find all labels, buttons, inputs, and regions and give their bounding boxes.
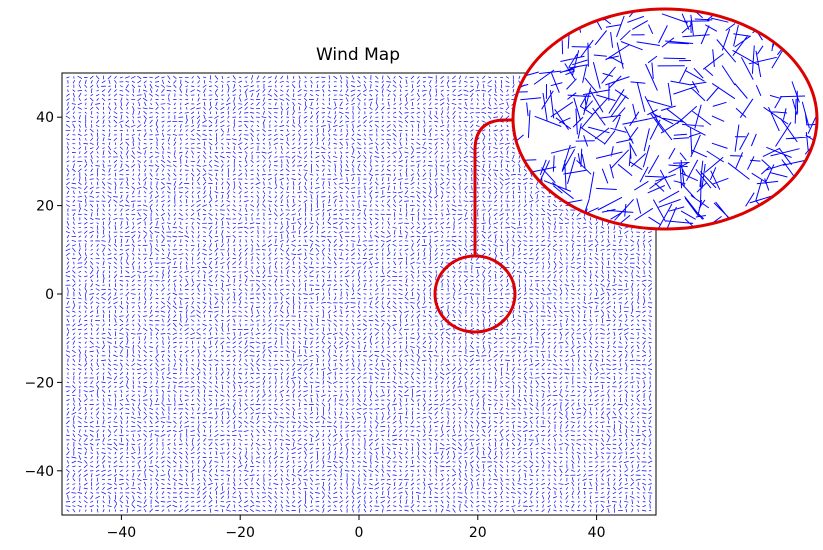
zoom-inset-vectors <box>513 9 817 229</box>
x-tick-label: −20 <box>225 525 255 541</box>
zoom-inset <box>511 7 819 231</box>
wind-vector-field <box>65 74 653 514</box>
y-tick-label: −40 <box>24 464 54 480</box>
y-tick-label: −20 <box>24 375 54 391</box>
x-tick-label: 20 <box>469 525 487 541</box>
y-tick-label: 20 <box>36 199 54 215</box>
y-tick-label: 40 <box>36 110 54 126</box>
wind-vectors <box>65 74 653 514</box>
zoom-inset-border <box>511 7 819 231</box>
chart-title: Wind Map <box>316 45 400 65</box>
zoomed-wind-vectors <box>513 9 817 229</box>
x-tick-label: −40 <box>107 525 137 541</box>
magnifier-connector <box>473 118 514 256</box>
x-axis-ticks: −40 −20 0 20 40 <box>107 515 606 541</box>
x-tick-label: 40 <box>588 525 606 541</box>
y-axis-ticks: −40 −20 0 20 40 <box>24 110 62 480</box>
x-tick-label: 0 <box>355 525 364 541</box>
y-tick-label: 0 <box>45 287 54 303</box>
